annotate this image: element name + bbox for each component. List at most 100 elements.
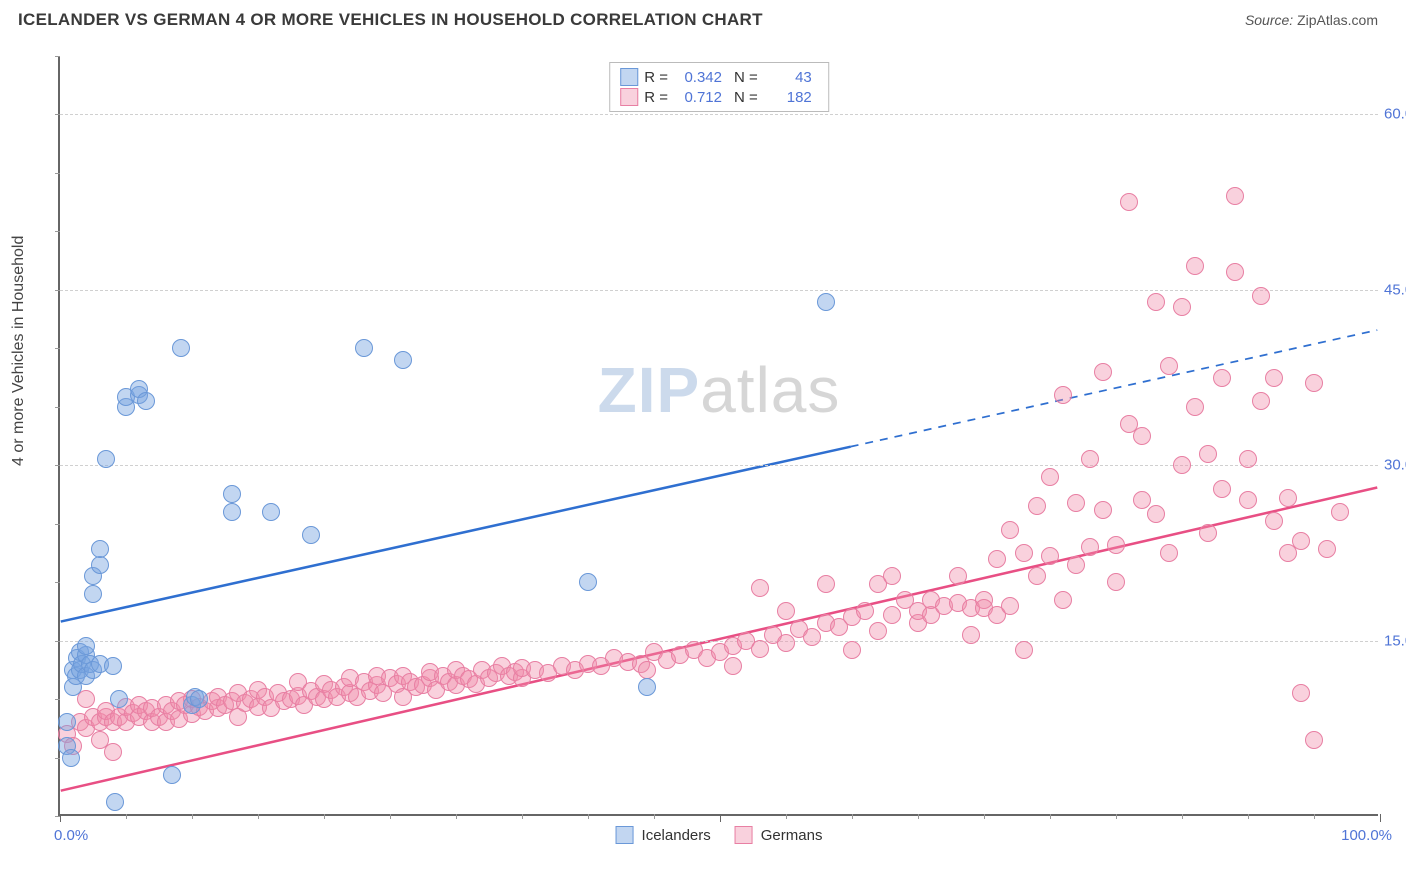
data-point-icelanders xyxy=(394,351,412,369)
legend-item-germans: Germans xyxy=(735,826,823,844)
data-point-germans xyxy=(1041,547,1059,565)
data-point-germans xyxy=(638,661,656,679)
data-point-icelanders xyxy=(302,526,320,544)
data-point-germans xyxy=(1199,445,1217,463)
data-point-germans xyxy=(1186,398,1204,416)
n-value-icelanders: 43 xyxy=(770,69,812,86)
source-name: ZipAtlas.com xyxy=(1297,12,1378,28)
data-point-germans xyxy=(777,602,795,620)
data-point-germans xyxy=(962,626,980,644)
x-tick-minor xyxy=(192,814,193,819)
x-tick-major xyxy=(1380,814,1381,822)
data-point-germans xyxy=(1265,369,1283,387)
data-point-germans xyxy=(1107,536,1125,554)
chart-title: ICELANDER VS GERMAN 4 OR MORE VEHICLES I… xyxy=(18,10,763,30)
y-tick-minor xyxy=(55,56,60,57)
data-point-icelanders xyxy=(817,293,835,311)
data-point-germans xyxy=(1054,386,1072,404)
data-point-germans xyxy=(104,743,122,761)
x-tick-minor xyxy=(786,814,787,819)
data-point-germans xyxy=(1226,263,1244,281)
data-point-germans xyxy=(869,622,887,640)
r-value-germans: 0.712 xyxy=(680,89,722,106)
data-point-germans xyxy=(724,657,742,675)
x-tick-minor xyxy=(1248,814,1249,819)
grid-line xyxy=(60,290,1378,291)
data-point-icelanders xyxy=(190,690,208,708)
data-point-germans xyxy=(1213,369,1231,387)
stats-legend: R = 0.342 N = 43 R = 0.712 N = 182 xyxy=(609,62,829,112)
legend-label-icelanders: Icelanders xyxy=(642,827,711,844)
trend-line xyxy=(61,447,851,622)
data-point-germans xyxy=(988,550,1006,568)
y-axis-label: 4 or more Vehicles in Household xyxy=(10,236,28,466)
data-point-germans xyxy=(1054,591,1072,609)
x-tick-minor xyxy=(1050,814,1051,819)
trend-line-extrapolated xyxy=(851,330,1378,447)
source-attribution: Source: ZipAtlas.com xyxy=(1245,12,1378,28)
data-point-germans xyxy=(1028,497,1046,515)
data-point-icelanders xyxy=(638,678,656,696)
series-legend: Icelanders Germans xyxy=(616,826,823,844)
stats-row-germans: R = 0.712 N = 182 xyxy=(620,87,818,107)
data-point-icelanders xyxy=(163,766,181,784)
data-point-germans xyxy=(1067,494,1085,512)
data-point-icelanders xyxy=(355,339,373,357)
data-point-germans xyxy=(1001,521,1019,539)
data-point-germans xyxy=(1015,544,1033,562)
data-point-germans xyxy=(1305,374,1323,392)
r-value-icelanders: 0.342 xyxy=(680,69,722,86)
x-tick-major xyxy=(720,814,721,822)
x-tick-minor xyxy=(324,814,325,819)
data-point-germans xyxy=(1173,456,1191,474)
y-tick-minor xyxy=(55,816,60,817)
legend-item-icelanders: Icelanders xyxy=(616,826,711,844)
swatch-icelanders xyxy=(620,68,638,86)
swatch-icelanders xyxy=(616,826,634,844)
plot-area: ZIPatlas R = 0.342 N = 43 R = 0.712 N = … xyxy=(58,56,1378,816)
stats-row-icelanders: R = 0.342 N = 43 xyxy=(620,67,818,87)
data-point-germans xyxy=(1239,450,1257,468)
data-point-germans xyxy=(1160,544,1178,562)
y-tick-minor xyxy=(55,582,60,583)
grid-line xyxy=(60,641,1378,642)
data-point-germans xyxy=(1252,287,1270,305)
y-tick-minor xyxy=(55,465,60,466)
data-point-germans xyxy=(1252,392,1270,410)
r-label: R = xyxy=(644,89,668,106)
data-point-germans xyxy=(1081,450,1099,468)
y-tick-label: 45.0% xyxy=(1384,281,1406,298)
data-point-germans xyxy=(1133,427,1151,445)
data-point-icelanders xyxy=(223,503,241,521)
data-point-germans xyxy=(751,640,769,658)
data-point-germans xyxy=(1015,641,1033,659)
x-tick-minor xyxy=(852,814,853,819)
data-point-icelanders xyxy=(110,690,128,708)
x-tick-major xyxy=(60,814,61,822)
y-tick-minor xyxy=(55,231,60,232)
x-tick-minor xyxy=(1182,814,1183,819)
x-tick-minor xyxy=(918,814,919,819)
data-point-germans xyxy=(949,567,967,585)
data-point-germans xyxy=(843,641,861,659)
chart-header: ICELANDER VS GERMAN 4 OR MORE VEHICLES I… xyxy=(0,0,1406,36)
n-label: N = xyxy=(734,89,758,106)
data-point-germans xyxy=(1173,298,1191,316)
source-prefix: Source: xyxy=(1245,12,1297,28)
data-point-germans xyxy=(1331,503,1349,521)
data-point-germans xyxy=(1292,684,1310,702)
y-tick-minor xyxy=(55,758,60,759)
grid-line xyxy=(60,114,1378,115)
legend-label-germans: Germans xyxy=(761,827,823,844)
data-point-icelanders xyxy=(77,637,95,655)
data-point-germans xyxy=(1081,538,1099,556)
data-point-germans xyxy=(1305,731,1323,749)
r-label: R = xyxy=(644,69,668,86)
x-tick-minor xyxy=(984,814,985,819)
chart-container: 4 or more Vehicles in Household ZIPatlas… xyxy=(0,46,1406,892)
x-tick-minor xyxy=(390,814,391,819)
data-point-icelanders xyxy=(58,713,76,731)
data-point-icelanders xyxy=(84,585,102,603)
y-tick-minor xyxy=(55,114,60,115)
y-tick-minor xyxy=(55,173,60,174)
